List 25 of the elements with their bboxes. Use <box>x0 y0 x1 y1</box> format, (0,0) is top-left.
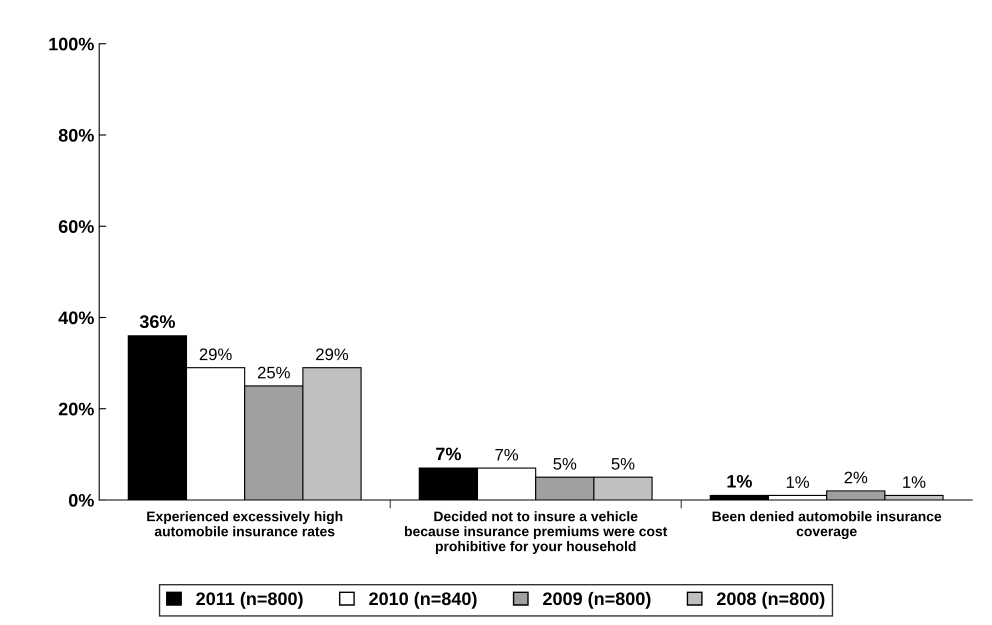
data-label: 1% <box>786 476 810 488</box>
data-label: 7% <box>436 448 461 460</box>
legend-label: 2009 (n=800) <box>543 592 650 609</box>
data-label: 36% <box>140 315 175 328</box>
y-tick-label: 0% <box>68 494 94 507</box>
legend-label: 2008 (n=800) <box>716 592 824 609</box>
data-label: 29% <box>200 348 232 360</box>
x-tick-label: Been denied automobile insurance coverage <box>712 511 942 540</box>
data-label: 1% <box>903 476 926 488</box>
data-label: 7% <box>495 448 518 461</box>
legend-label: 2010 (n=840) <box>369 592 477 609</box>
y-tick-label: 80% <box>58 128 94 142</box>
data-label: 2% <box>844 472 868 484</box>
legend-label: 2011 (n=800) <box>196 592 303 609</box>
data-label: 29% <box>316 348 348 360</box>
x-tick-label: Decided not to insure a vehicle because insurance premiums were cost prohibitive for your household <box>404 511 668 554</box>
data-label: 1% <box>727 474 752 488</box>
x-tick-label: Experienced excessively high automobile insurance rates <box>147 511 342 536</box>
data-label: 5% <box>553 458 576 470</box>
y-tick-label: 100% <box>49 38 94 50</box>
data-label: 25% <box>258 366 290 378</box>
y-tick-label: 40% <box>58 311 94 324</box>
y-tick-label: 60% <box>58 220 94 233</box>
data-label: 5% <box>612 458 634 470</box>
y-tick-label: 20% <box>58 402 94 416</box>
